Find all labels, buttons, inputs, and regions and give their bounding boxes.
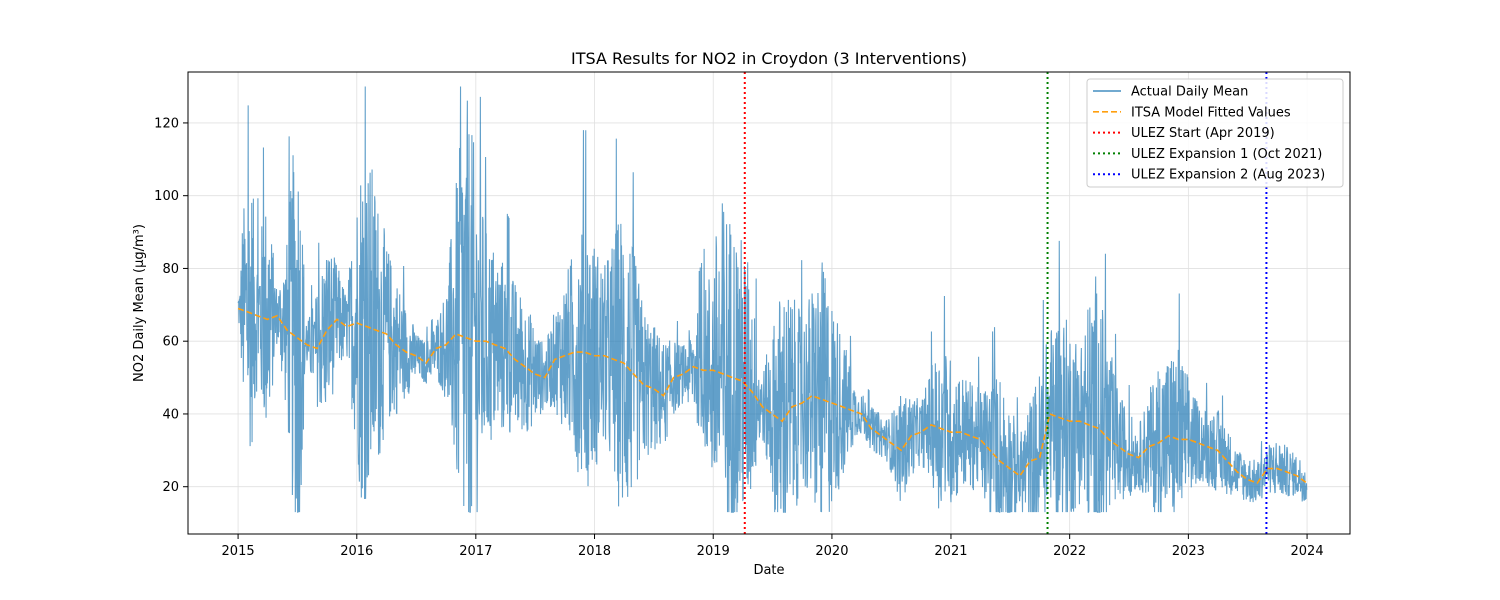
itsa-fitted-line (237, 307, 1308, 485)
axes-frame (187, 71, 1351, 535)
chart-legend: Actual Daily Mean ITSA Model Fitted Value… (1086, 78, 1344, 188)
series-itsa-fitted (237, 307, 1308, 485)
legend-label: ULEZ Expansion 2 (Aug 2023) (1131, 168, 1325, 183)
x-tick-label: 2024 (1291, 544, 1324, 559)
legend-box (1086, 78, 1344, 188)
series-actual-daily-mean (237, 86, 1308, 513)
legend-label: ULEZ Expansion 1 (Oct 2021) (1131, 147, 1322, 162)
x-axis-ticks: 2015 2016 2017 2018 2019 2020 2021 2022 2023 2024 (222, 534, 1324, 559)
y-tick-label: 20 (162, 480, 179, 495)
y-tick-label: 60 (162, 335, 179, 350)
y-tick-label: 120 (154, 116, 179, 131)
x-tick-label: 2021 (934, 544, 967, 559)
x-tick-label: 2018 (578, 544, 611, 559)
x-axis-label: Date (753, 563, 784, 578)
actual-daily-mean-line (237, 86, 1308, 513)
x-tick-label: 2019 (697, 544, 730, 559)
y-tick-label: 100 (154, 189, 179, 204)
y-axis-ticks: 20 40 60 80 100 120 (154, 116, 188, 495)
x-tick-label: 2020 (815, 544, 848, 559)
chart-title: ITSA Results for NO2 in Croydon (3 Inter… (571, 49, 967, 68)
y-axis-label: NO2 Daily Mean (µg/m³) (132, 224, 147, 382)
y-tick-label: 40 (162, 407, 179, 422)
y-tick-label: 80 (162, 262, 179, 277)
x-tick-label: 2015 (222, 544, 255, 559)
x-tick-label: 2017 (459, 544, 492, 559)
x-tick-label: 2022 (1053, 544, 1086, 559)
legend-label: Actual Daily Mean (1131, 85, 1248, 100)
x-tick-label: 2023 (1172, 544, 1205, 559)
legend-label: ULEZ Start (Apr 2019) (1131, 126, 1275, 141)
x-tick-label: 2016 (340, 544, 373, 559)
legend-label: ITSA Model Fitted Values (1131, 105, 1291, 120)
